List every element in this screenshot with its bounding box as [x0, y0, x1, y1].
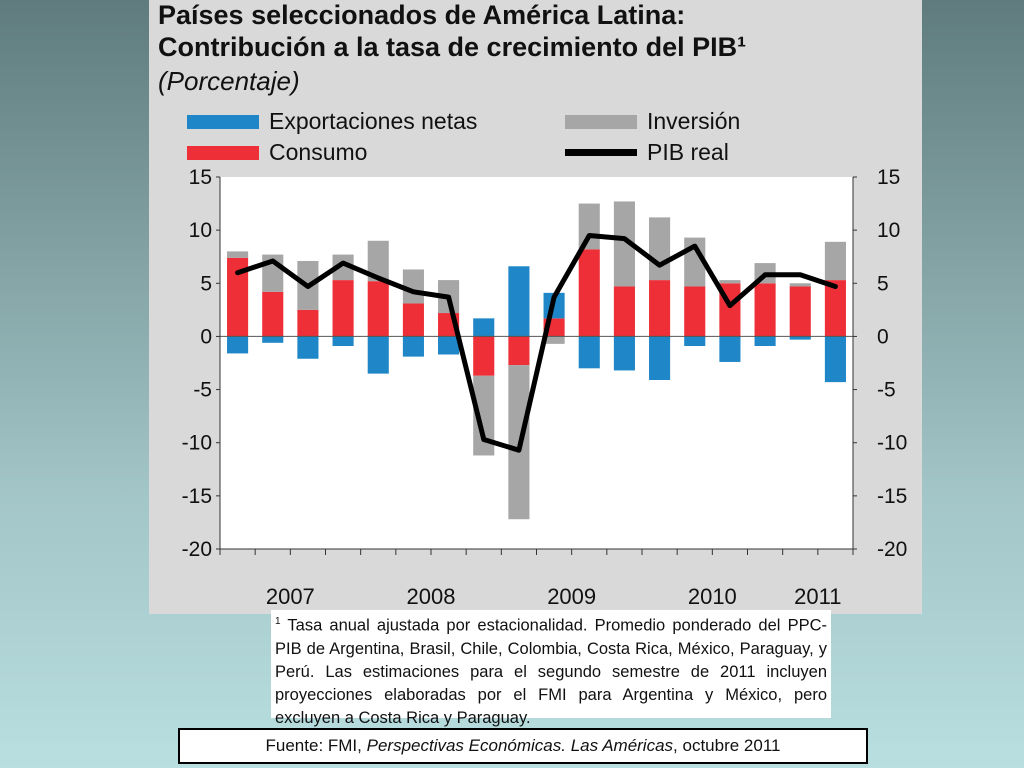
y-tick-label-right: -5: [877, 379, 896, 402]
bar-exportaciones: [684, 336, 706, 346]
bar-exportaciones: [473, 318, 495, 337]
legend-label-consumo: Consumo: [269, 139, 368, 165]
legend-swatch-exportaciones: [187, 115, 259, 129]
bar-inversion: [613, 201, 635, 287]
chart-title: Países seleccionados de América Latina:: [158, 0, 686, 30]
y-tick-label-right: 15: [877, 166, 900, 189]
bar-inversion: [473, 375, 495, 456]
y-tick-label-right: -10: [877, 432, 907, 455]
y-tick-label-right: -15: [877, 485, 907, 508]
legend-label-pib: PIB real: [647, 139, 729, 165]
y-tick-label-left: 15: [189, 166, 212, 189]
bar-consumo: [824, 280, 846, 337]
bar-consumo: [649, 280, 671, 337]
bar-exportaciones: [719, 336, 741, 362]
footnote-text: Tasa anual ajustada por estacionalidad. …: [275, 616, 827, 727]
bar-inversion: [578, 203, 600, 250]
legend-label-exportaciones: Exportaciones netas: [269, 108, 478, 134]
bar-consumo: [473, 336, 495, 376]
legend-swatch-inversion: [565, 115, 637, 129]
legend-swatch-consumo: [187, 146, 259, 160]
bar-exportaciones: [367, 336, 389, 374]
bar-inversion: [649, 217, 671, 281]
bar-consumo: [227, 257, 249, 337]
bar-exportaciones: [754, 336, 776, 346]
y-tick-label-left: -20: [182, 538, 212, 561]
bar-inversion: [227, 251, 249, 258]
bar-consumo: [297, 309, 319, 337]
bar-consumo: [578, 249, 600, 337]
y-tick-label-left: 10: [189, 219, 212, 242]
bar-consumo: [508, 336, 530, 366]
bar-consumo: [367, 281, 389, 337]
bar-exportaciones: [824, 336, 846, 383]
x-year-label: 2007: [266, 584, 315, 609]
bar-inversion: [719, 280, 741, 284]
y-tick-label-left: -15: [182, 485, 212, 508]
y-tick-label-right: -20: [877, 538, 907, 561]
line-pib-real: [235, 233, 838, 453]
bar-inversion: [824, 241, 846, 281]
chart-subtitle: (Porcentaje): [158, 66, 300, 96]
source-prefix: Fuente: FMI,: [265, 736, 367, 755]
y-tick-label-right: 10: [877, 219, 900, 242]
bar-inversion: [543, 336, 565, 344]
bar-consumo: [754, 283, 776, 337]
bar-consumo: [262, 291, 284, 337]
y-tick-label-left: 5: [200, 272, 212, 295]
bar-exportaciones: [227, 336, 249, 354]
footnote-marker: 1: [275, 616, 281, 627]
x-year-label: 2010: [688, 584, 737, 609]
bar-consumo: [684, 286, 706, 337]
bar-consumo: [402, 303, 424, 337]
bar-exportaciones: [297, 336, 319, 359]
source-suffix: , octubre 2011: [673, 736, 781, 755]
chart-svg: 15 15 10 10 5 5 0 0 -5 -5 -10 -10 -15 -15 -20 -20 2007 20…: [182, 166, 908, 609]
bar-exportaciones: [508, 266, 530, 337]
bar-exportaciones: [649, 336, 671, 381]
source-publication: Perspectivas Económicas. Las Américas: [366, 736, 674, 755]
bar-inversion: [789, 283, 811, 287]
bar-exportaciones: [438, 336, 460, 355]
legend-swatch-pib: [565, 149, 637, 156]
y-tick-label-left: -5: [193, 379, 212, 402]
footnote: 1 Tasa anual ajustada por estacionalidad…: [271, 610, 831, 727]
chart-title-line2: Contribución a la tasa de crecimiento de…: [158, 32, 747, 62]
y-tick-label-right: 5: [877, 272, 889, 295]
source-box: Fuente: FMI, Perspectivas Económicas. La…: [178, 728, 868, 764]
bar-exportaciones: [613, 336, 635, 371]
bar-exportaciones: [332, 336, 354, 346]
y-tick-label-left: 0: [200, 325, 212, 348]
bar-inversion: [332, 254, 354, 281]
bar-consumo: [789, 286, 811, 337]
x-year-label: 2008: [407, 584, 456, 609]
bar-exportaciones: [402, 336, 424, 357]
y-tick-label-left: -10: [182, 432, 212, 455]
bar-exportaciones: [789, 336, 811, 340]
legend-label-inversion: Inversión: [647, 108, 741, 134]
x-year-label: 2009: [547, 584, 596, 609]
x-year-label: 2011: [794, 584, 841, 609]
bar-consumo: [332, 280, 354, 337]
y-tick-label-right: 0: [877, 325, 889, 348]
bar-exportaciones: [578, 336, 600, 369]
bar-inversion: [367, 240, 389, 282]
bar-consumo: [613, 286, 635, 337]
bar-exportaciones: [262, 336, 284, 343]
